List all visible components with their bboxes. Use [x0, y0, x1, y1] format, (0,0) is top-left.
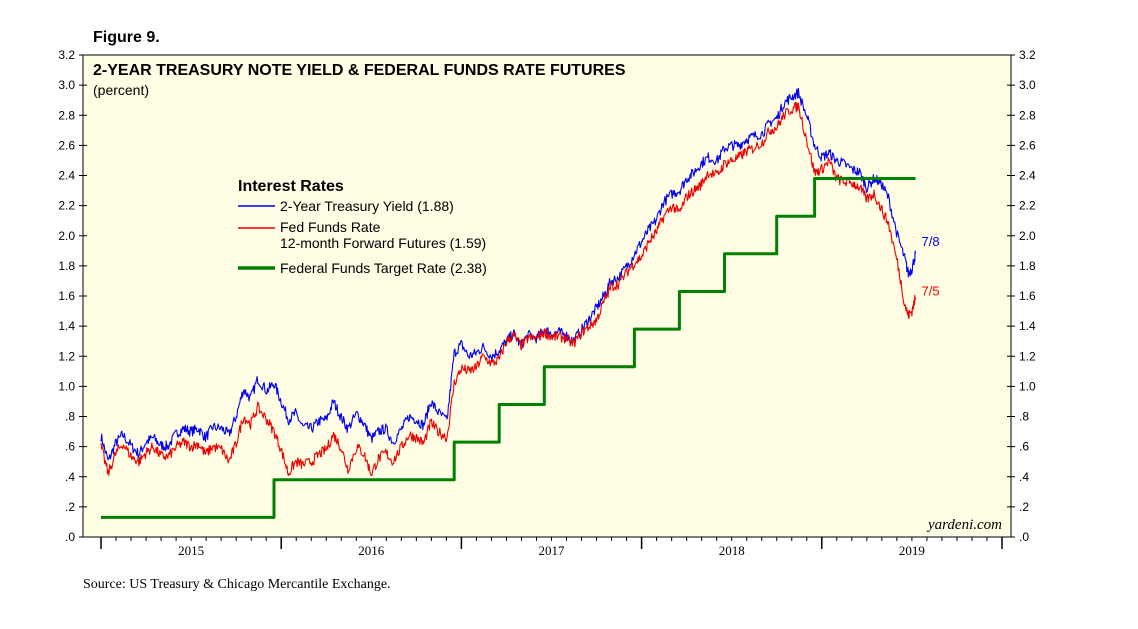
y-tick-label-left: 1.0 — [58, 379, 75, 393]
y-tick-label-right: 2.2 — [1019, 199, 1036, 213]
x-tick-label: 2015 — [178, 543, 204, 558]
y-axis-left: .0 .2 .4 .6 .8 1.0 1.2 1.4 1.6 1.8 2.0 2.2 2.4 2.6 2.8… — [58, 48, 75, 544]
y-tick-label-left: 1.2 — [58, 349, 75, 363]
series-line-1 — [100, 101, 917, 477]
x-axis: 2015 2016 2017 2018 2019 — [178, 543, 925, 558]
y-tick-label-left: 1.6 — [58, 289, 75, 303]
series-end-label: 7/8 — [921, 234, 939, 249]
source-note: Source: US Treasury & Chicago Mercantile… — [83, 577, 391, 592]
x-tick-label: 2018 — [719, 543, 745, 558]
y-tick-label-right: 1.2 — [1019, 349, 1036, 363]
chart-subtitle: (percent) — [93, 82, 149, 98]
y-tick-label-left: 3.0 — [58, 78, 75, 92]
legend-title: Interest Rates — [238, 178, 344, 195]
y-tick-label-right: 1.8 — [1019, 259, 1036, 273]
y-tick-label-left: .2 — [65, 500, 75, 514]
y-tick-label-right: .8 — [1019, 410, 1029, 424]
y-tick-label-right: .6 — [1019, 440, 1029, 454]
chart-title: 2-YEAR TREASURY NOTE YIELD & FEDERAL FUN… — [93, 62, 626, 79]
y-tick-label-left: .8 — [65, 410, 75, 424]
plot-area — [82, 54, 1012, 538]
y-tick-label-left: 3.2 — [58, 48, 75, 62]
y-tick-label-left: .4 — [65, 470, 75, 484]
legend: Interest Rates 2-Year Treasury Yield (1.… — [238, 178, 487, 276]
y-tick-label-right: 2.8 — [1019, 108, 1036, 122]
series-layer: 7/8 7/5 — [100, 87, 940, 519]
y-tick-label-left: .6 — [65, 440, 75, 454]
x-tick-label: 2019 — [899, 543, 925, 558]
axis-ticks — [79, 54, 1015, 549]
y-tick-label-right: .4 — [1019, 470, 1029, 484]
series-line-2 — [101, 177, 916, 519]
y-tick-label-left: .0 — [65, 530, 75, 544]
legend-entry-treasury: 2-Year Treasury Yield (1.88) — [280, 198, 454, 214]
y-tick-label-right: .2 — [1019, 500, 1029, 514]
x-tick-label: 2017 — [539, 543, 566, 558]
figure-label: Figure 9. — [93, 29, 160, 46]
series-line-0 — [100, 87, 917, 461]
watermark: yardeni.com — [926, 517, 1002, 533]
legend-entry-target: Federal Funds Target Rate (2.38) — [280, 260, 487, 276]
y-tick-label-left: 2.6 — [58, 138, 75, 152]
legend-entry-futures: Fed Funds Rate — [280, 219, 381, 235]
y-axis-right: .0 .2 .4 .6 .8 1.0 1.2 1.4 1.6 1.8 2.0 2.2 2.4 2.6 2.8… — [1019, 48, 1036, 544]
y-tick-label-left: 2.0 — [58, 229, 75, 243]
series-end-label: 7/5 — [921, 284, 939, 299]
y-tick-label-left: 2.4 — [58, 169, 75, 183]
y-tick-label-right: 1.4 — [1019, 319, 1036, 333]
y-tick-label-left: 1.8 — [58, 259, 75, 273]
y-tick-label-right: 2.6 — [1019, 138, 1036, 152]
y-tick-label-right: 1.6 — [1019, 289, 1036, 303]
y-tick-label-right: 1.0 — [1019, 379, 1036, 393]
y-tick-label-left: 2.2 — [58, 199, 75, 213]
y-tick-label-left: 1.4 — [58, 319, 75, 333]
y-tick-label-right: 2.0 — [1019, 229, 1036, 243]
y-tick-label-right: .0 — [1019, 530, 1029, 544]
y-tick-label-right: 2.4 — [1019, 169, 1036, 183]
y-tick-label-right: 3.2 — [1019, 48, 1036, 62]
x-tick-label: 2016 — [358, 543, 385, 558]
y-tick-label-left: 2.8 — [58, 108, 75, 122]
y-tick-label-right: 3.0 — [1019, 78, 1036, 92]
legend-entry-futures-cont: 12-month Forward Futures (1.59) — [280, 235, 486, 251]
